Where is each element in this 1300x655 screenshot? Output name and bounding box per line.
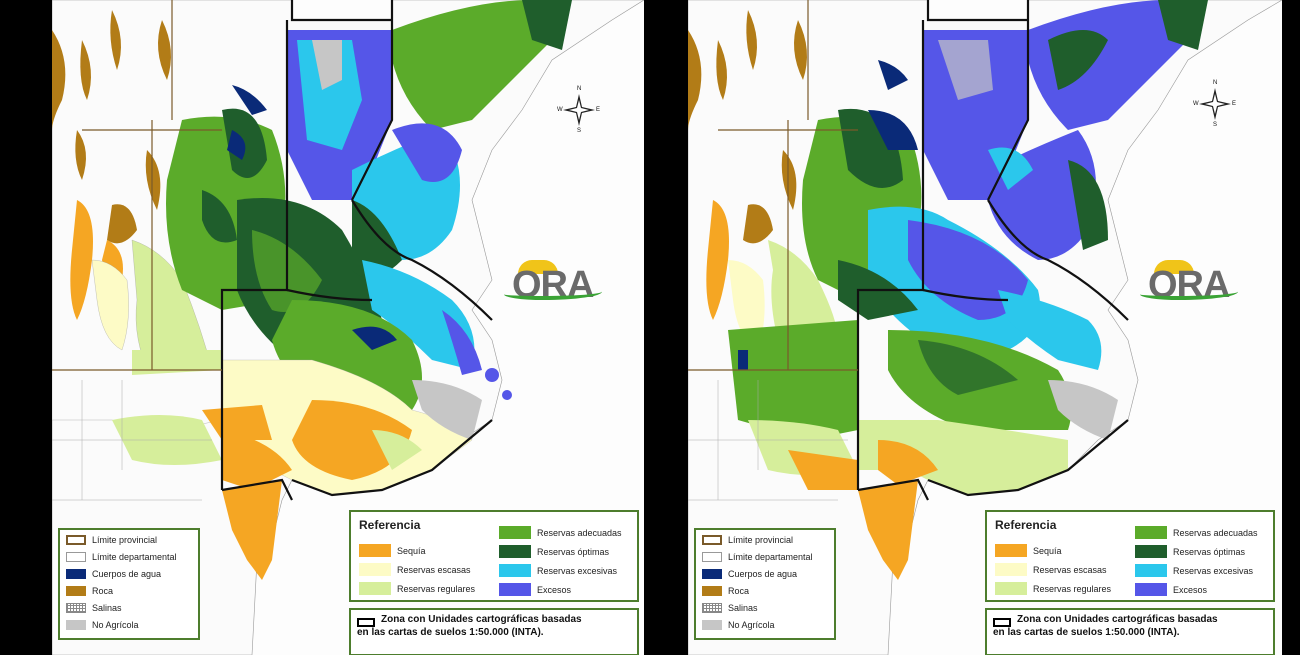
legend-item-optimas: Reservas óptimas <box>1135 545 1245 558</box>
legend-item-provincial: Límite provincial <box>702 534 793 546</box>
logo-sun-icon <box>1154 260 1194 274</box>
compass-east-label: E <box>1232 101 1237 107</box>
map-panel-left: N W E S ORA Límite provincial Límite dep… <box>52 0 644 655</box>
map-panel-right: N W E S ORA Límite provincial Límite dep… <box>688 0 1282 655</box>
legend-item-salinas: Salinas <box>66 602 122 614</box>
legend-item-regulares: Reservas regulares <box>359 582 475 595</box>
reference-title: Referencia <box>995 518 1057 532</box>
legend-item-roca: Roca <box>66 585 113 597</box>
legend-item-salinas: Salinas <box>702 602 758 614</box>
reference-legend: Referencia Sequía Reservas escasas Reser… <box>985 510 1275 602</box>
compass-south-label: S <box>1213 122 1218 128</box>
zone-legend: Zona con Unidades cartográficas basadas … <box>349 608 639 655</box>
reference-title: Referencia <box>359 518 421 532</box>
zone-swatch <box>357 618 375 627</box>
logo-swoosh-icon <box>504 286 602 300</box>
zone-line-1: Zona con Unidades cartográficas basadas <box>1017 614 1218 625</box>
compass-south-label: S <box>577 128 582 134</box>
compass-rose-icon: N W E S <box>1193 80 1237 130</box>
legend-item-provincial: Límite provincial <box>66 534 157 546</box>
soil-reserves-map-left <box>52 0 644 655</box>
logo-swoosh-icon <box>1140 286 1238 300</box>
legend-item-departamental: Límite departamental <box>66 551 177 563</box>
legend-item-excesivas: Reservas excesivas <box>499 564 617 577</box>
zone-line-2: en las cartas de suelos 1:50.000 (INTA). <box>357 627 544 638</box>
compass-west-label: W <box>557 107 563 113</box>
legend-item-excesivas: Reservas excesivas <box>1135 564 1253 577</box>
legend-item-escasas: Reservas escasas <box>359 563 471 576</box>
compass-north-label: N <box>577 86 582 92</box>
legend-item-adecuadas: Reservas adecuadas <box>499 526 622 539</box>
legend-item-no-agricola: No Agrícola <box>702 619 775 631</box>
compass-rose-icon: N W E S <box>557 86 601 136</box>
legend-item-regulares: Reservas regulares <box>995 582 1111 595</box>
ora-logo: ORA <box>1140 258 1240 306</box>
legend-item-departamental: Límite departamental <box>702 551 813 563</box>
legend-item-agua: Cuerpos de agua <box>702 568 797 580</box>
reference-legend: Referencia Sequía Reservas escasas Reser… <box>349 510 639 602</box>
zone-line-1: Zona con Unidades cartográficas basadas <box>381 614 582 625</box>
soil-reserves-map-right <box>688 0 1282 655</box>
legend-item-adecuadas: Reservas adecuadas <box>1135 526 1258 539</box>
legend-item-sequia: Sequía <box>359 544 426 557</box>
boundaries-legend: Límite provincial Límite departamental C… <box>58 528 200 640</box>
legend-item-no-agricola: No Agrícola <box>66 619 139 631</box>
legend-item-agua: Cuerpos de agua <box>66 568 161 580</box>
compass-north-label: N <box>1213 80 1218 86</box>
legend-item-escasas: Reservas escasas <box>995 563 1107 576</box>
legend-item-excesos: Excesos <box>499 583 571 596</box>
zone-legend: Zona con Unidades cartográficas basadas … <box>985 608 1275 655</box>
zone-swatch <box>993 618 1011 627</box>
ora-logo: ORA <box>504 258 604 306</box>
legend-item-sequia: Sequía <box>995 544 1062 557</box>
logo-sun-icon <box>518 260 558 274</box>
zone-line-2: en las cartas de suelos 1:50.000 (INTA). <box>993 627 1180 638</box>
legend-item-optimas: Reservas óptimas <box>499 545 609 558</box>
legend-item-roca: Roca <box>702 585 749 597</box>
compass-west-label: W <box>1193 101 1199 107</box>
legend-item-excesos: Excesos <box>1135 583 1207 596</box>
boundaries-legend: Límite provincial Límite departamental C… <box>694 528 836 640</box>
compass-east-label: E <box>596 107 601 113</box>
